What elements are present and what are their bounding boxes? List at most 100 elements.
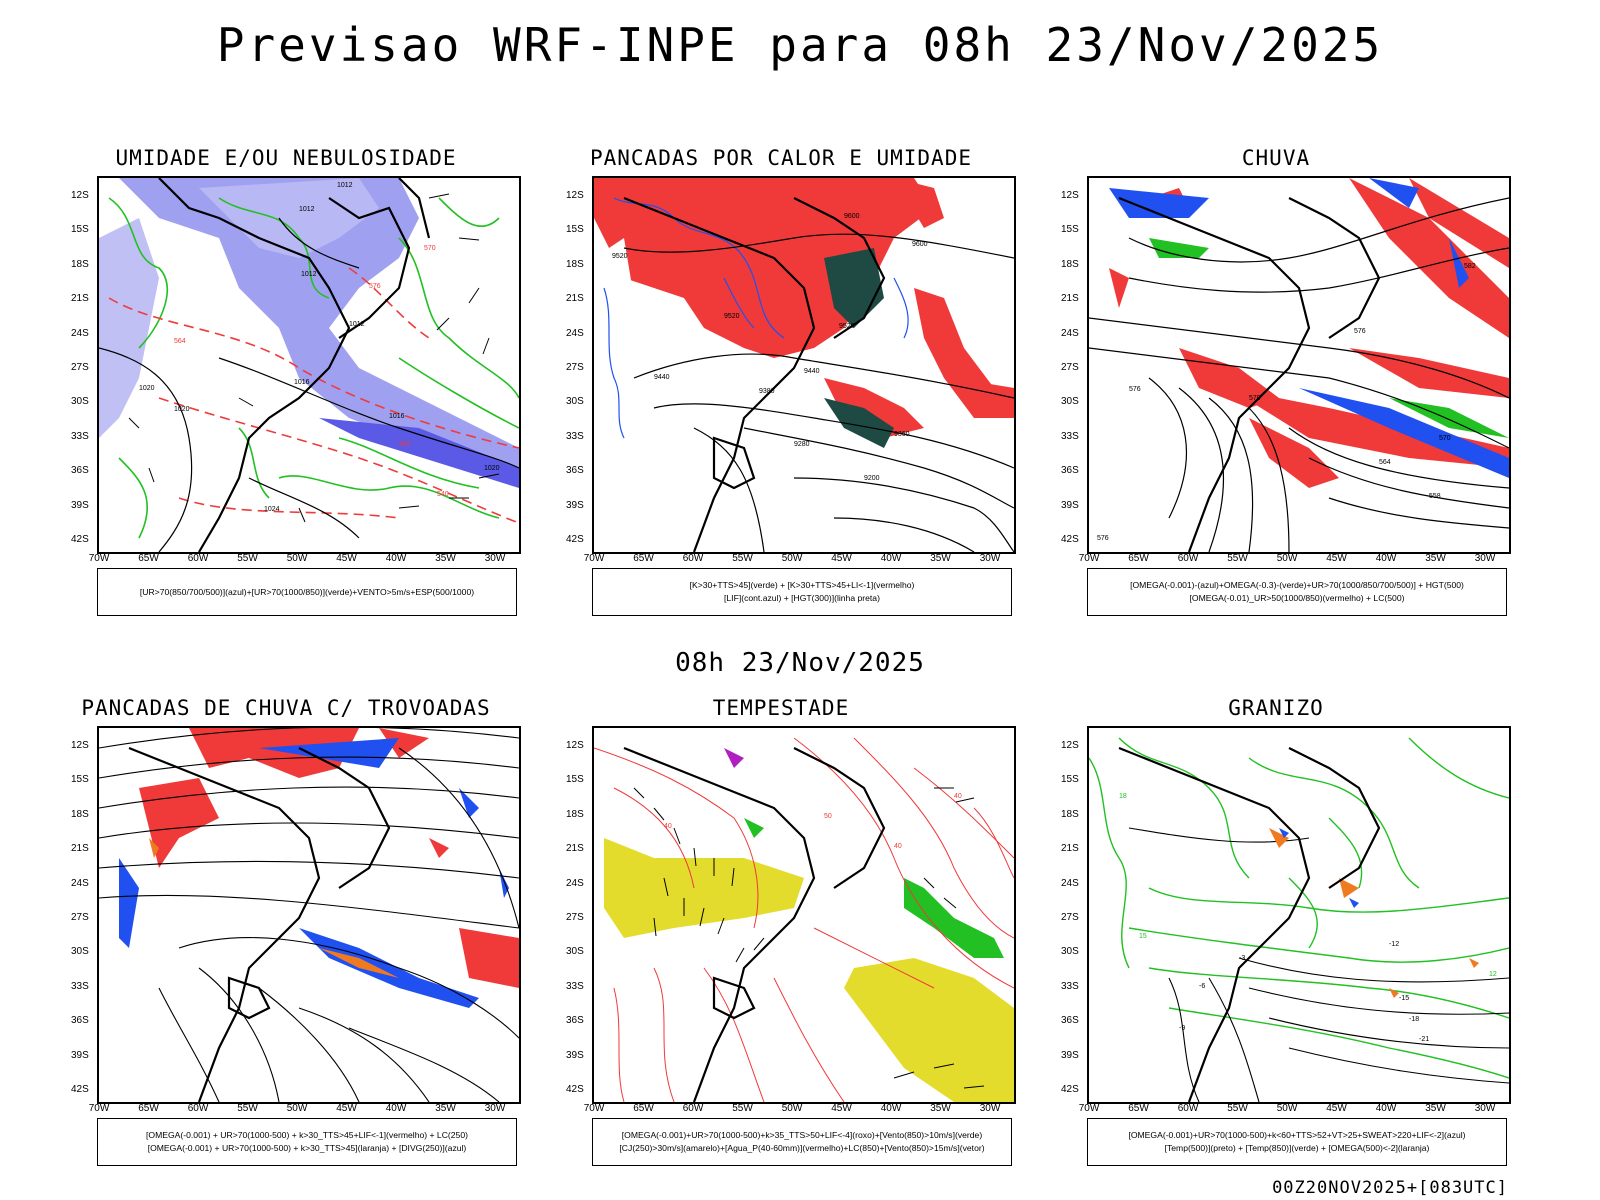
lat-tick-label: 18S [71,808,89,820]
lat-tick-label: 42S [566,1084,584,1095]
contour-label: 558 [1429,493,1441,500]
contour-label: 1012 [299,206,315,213]
lat-tick-label: 36S [71,1015,89,1027]
lat-tick-label: 30S [566,396,584,408]
lon-tick-label: 50W [1276,553,1298,564]
lon-tick-label: 50W [1276,1103,1298,1114]
legend: [OMEGA(-0.001)+UR>70(1000-500)+k<60+TTS>… [1087,1118,1507,1166]
legend-line: [OMEGA(-0.001)-(azul)+OMEGA(-0.3)-(verde… [1130,580,1464,590]
lon-tick-label: 40W [1375,553,1397,564]
contour-label: 9200 [864,475,880,482]
contour-label: 9360 [894,431,910,438]
legend: [OMEGA(-0.001) + UR>70(1000-500) + k>30_… [97,1118,517,1166]
panel-title: CHUVA [1241,146,1311,170]
contour-label: 9600 [844,213,860,220]
lat-tick-label: 27S [71,362,89,373]
legend-line: [OMEGA(-0.001)+UR>70(1000-500)+k>35_TTS>… [621,1130,983,1140]
lon-tick-label: 40W [880,553,902,564]
lat-tick-label: 27S [1061,362,1079,373]
legend-line: [OMEGA(-0.001)+UR>70(1000-500)+k<60+TTS>… [1128,1130,1466,1140]
lon-tick-label: 35W [435,553,456,564]
panel-title: UMIDADE E/OU NEBULOSIDADE [115,146,457,170]
contour-label: 1012 [301,271,317,278]
lat-tick-label: 42S [1061,1084,1079,1095]
lat-tick-label: 36S [1061,1015,1079,1027]
panel-pancadas-calor: PANCADAS POR CALOR E UMIDADE [546,146,1016,616]
lon-tick-label: 70W [1078,1103,1100,1114]
lon-tick-label: 60W [1177,553,1199,564]
lon-tick-label: 65W [1128,553,1149,564]
lat-tick-label: 21S [566,843,584,855]
contour-label: 40 [664,823,672,830]
lon-tick-label: 60W [187,553,209,564]
contour-label: 9520 [724,313,740,320]
lat-tick-label: 42S [1061,534,1079,545]
contour-label: 1020 [484,465,500,472]
contour-label: 1012 [337,182,353,189]
contour-label: 582 [399,441,411,448]
lon-tick-label: 35W [1425,1103,1446,1114]
lat-tick-label: 39S [71,1049,89,1061]
lon-tick-label: 65W [138,553,159,564]
lat-tick-label: 18S [566,258,584,270]
contour-label: 1012 [349,321,365,328]
map-thunderstorms [97,726,521,1104]
legend: [OMEGA(-0.001)+UR>70(1000-500)+k>35_TTS>… [592,1118,1012,1166]
lon-tick-label: 30W [484,1103,506,1114]
contour-label: 576 [1097,535,1109,542]
lat-tick-label: 27S [71,912,89,923]
lat-tick-label: 12S [71,190,89,201]
lat-tick-label: 21S [1061,843,1079,855]
contour-label: 564 [174,338,186,345]
lat-tick-label: 39S [1061,1049,1079,1061]
contour-label: 1020 [174,406,190,413]
lat-tick-label: 15S [566,224,584,236]
contour-label: 9440 [654,374,670,381]
contour-label: 40 [894,843,902,850]
lat-tick-label: 24S [566,877,584,889]
lon-tick-label: 40W [880,1103,902,1114]
legend: [UR>70(850/700/500)](azul)+[UR>70(1000/8… [97,568,517,616]
contour-label: 50 [824,813,832,820]
lon-tick-label: 30W [979,553,1001,564]
panel-umidade: UMIDADE E/OU NEBULOSIDADE [51,146,521,616]
legend-line: [OMEGA(-0.01)_UR>50(1000/850)(vermelho) … [1189,593,1405,603]
contour-label: -18 [1409,1016,1419,1023]
lat-tick-label: 18S [566,808,584,820]
contour-label: 1016 [294,379,310,386]
contour-label: -21 [1419,1036,1429,1043]
lon-tick-label: 55W [732,553,753,564]
contour-label: 564 [1379,459,1391,466]
lon-tick-label: 45W [1326,553,1347,564]
lon-tick-label: 35W [930,553,951,564]
lon-tick-label: 35W [930,1103,951,1114]
legend-line: [LIF](cont.azul) + [HGT(300)](linha pret… [724,593,880,603]
map-humidity: 1012 1012 1012 1012 1016 1016 1020 1020 … [97,176,521,554]
lat-tick-label: 39S [566,1049,584,1061]
forecast-time-label: 08h 23/Nov/2025 [675,648,925,678]
lat-tick-label: 18S [71,258,89,270]
legend-line: [CJ(250)>30m/s](amarelo)+[Agua_P(40-60mm… [619,1143,985,1153]
contour-label: -6 [1199,983,1205,990]
lat-tick-label: 33S [566,430,584,442]
lon-tick-label: 70W [583,1103,605,1114]
contour-label: 15 [1139,933,1147,940]
contour-label: 1016 [389,413,405,420]
contour-label: 1020 [139,385,155,392]
lat-tick-label: 30S [1061,396,1079,408]
contour-label: 9520 [612,253,628,260]
lat-tick-label: 42S [566,534,584,545]
contour-label: 9520 [839,323,855,330]
lon-tick-label: 55W [237,553,258,564]
lon-tick-label: 70W [88,1103,110,1114]
contour-label: 12 [1489,971,1497,978]
lon-tick-label: 30W [1474,1103,1496,1114]
contour-label: 576 [369,283,381,290]
panel-title: TEMPESTADE [712,696,850,720]
lon-tick-label: 70W [583,553,605,564]
contour-label: 540 [437,491,449,498]
lat-tick-label: 36S [71,465,89,477]
page-title: Previsao WRF-INPE para 08h 23/Nov/2025 [216,18,1384,72]
lon-tick-label: 60W [187,1103,209,1114]
lon-tick-label: 50W [286,1103,308,1114]
